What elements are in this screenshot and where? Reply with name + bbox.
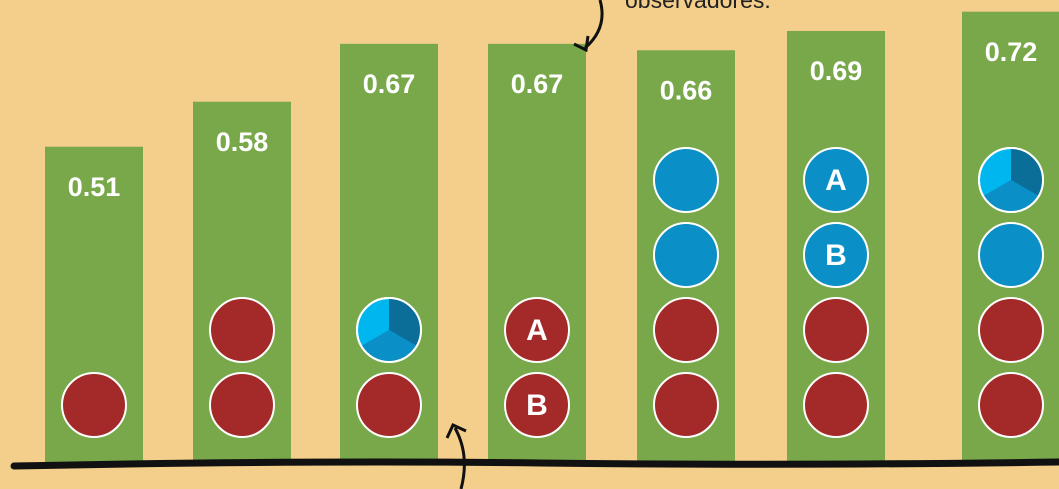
token: [653, 147, 719, 213]
arrow: [453, 427, 466, 489]
token: [978, 222, 1044, 288]
token: [356, 372, 422, 438]
token: [209, 372, 275, 438]
token: [209, 297, 275, 363]
token-outline: [978, 147, 1044, 213]
token: [803, 297, 869, 363]
token: [978, 372, 1044, 438]
token-outline: [356, 297, 422, 363]
token-label: B: [825, 239, 847, 272]
value-label: 0.58: [216, 127, 269, 157]
value-label: 0.67: [511, 69, 564, 99]
token: [653, 222, 719, 288]
value-label: 0.72: [985, 37, 1038, 67]
value-label: 0.51: [68, 172, 121, 202]
token-segment: [361, 330, 417, 362]
value-label: 0.69: [810, 56, 863, 86]
token: [803, 147, 869, 213]
token-label: A: [526, 314, 548, 347]
token: [803, 222, 869, 288]
arrow-head: [573, 35, 590, 53]
arrow-head: [445, 423, 467, 439]
arrow: [583, 0, 604, 50]
token: [653, 297, 719, 363]
token-label: B: [526, 389, 548, 422]
token: [803, 372, 869, 438]
value-label: 0.67: [363, 69, 416, 99]
token: [504, 372, 570, 438]
token: [504, 297, 570, 363]
token-segment: [983, 180, 1039, 212]
token: [653, 372, 719, 438]
caption: observadores.: [625, 0, 771, 13]
token: [61, 372, 127, 438]
token-label: A: [825, 164, 847, 197]
value-label: 0.66: [660, 75, 713, 105]
token: [978, 297, 1044, 363]
marks: 0.51 0.58 0.67 0.67 B A 0.66 0.69 B A 0.72: [45, 11, 1059, 466]
baseline: [10, 458, 1059, 470]
